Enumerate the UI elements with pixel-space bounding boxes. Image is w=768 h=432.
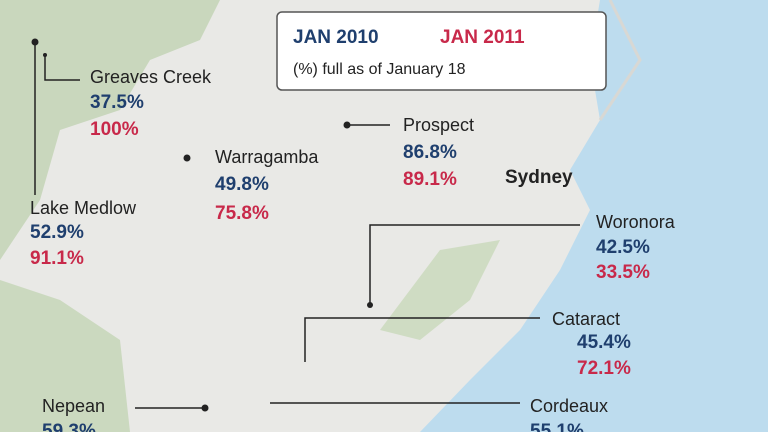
dam-name: Prospect bbox=[403, 115, 474, 135]
leader bbox=[369, 224, 580, 305]
dam-2010: 59.3% bbox=[42, 421, 96, 432]
sea bbox=[420, 0, 768, 432]
dam-2010: 42.5% bbox=[596, 237, 650, 258]
dam-name: Nepean bbox=[42, 396, 105, 416]
dam-2010: 45.4% bbox=[577, 332, 631, 353]
dam-name: Cordeaux bbox=[530, 396, 608, 416]
dam-2010: 55.1% bbox=[530, 421, 584, 432]
dam-name: Woronora bbox=[596, 212, 676, 232]
dot bbox=[367, 302, 373, 308]
dam-name: Greaves Creek bbox=[90, 67, 212, 87]
park bbox=[0, 0, 220, 260]
legend-subtitle: (%) full as of January 18 bbox=[293, 61, 466, 78]
legend-2010: JAN 2010 bbox=[293, 27, 379, 48]
park bbox=[380, 240, 500, 340]
dam-name: Cataract bbox=[552, 309, 620, 329]
city-label: Sydney bbox=[505, 167, 573, 188]
coast bbox=[598, 0, 642, 121]
dot bbox=[43, 53, 47, 57]
dam-2010: 52.9% bbox=[30, 222, 84, 243]
dam-2011: 100% bbox=[90, 119, 139, 140]
dam-name: Warragamba bbox=[215, 147, 319, 167]
leader bbox=[44, 55, 80, 81]
dot bbox=[183, 154, 191, 162]
leader bbox=[304, 317, 540, 362]
legend-2011: JAN 2011 bbox=[440, 27, 525, 48]
dam-2011: 89.1% bbox=[403, 169, 457, 190]
dam-2011: 72.1% bbox=[577, 358, 631, 379]
dam-name: Lake Medlow bbox=[30, 198, 137, 218]
dam-2011: 91.1% bbox=[30, 248, 84, 269]
dam-2010: 37.5% bbox=[90, 92, 144, 113]
dam-2011: 75.8% bbox=[215, 203, 269, 224]
legend-box bbox=[276, 11, 607, 91]
dam-2011: 33.5% bbox=[596, 262, 650, 283]
dam-2010: 86.8% bbox=[403, 142, 457, 163]
dam-2010: 49.8% bbox=[215, 174, 269, 195]
dam-labels: Greaves Creek 37.5% 100% Warragamba 49.8… bbox=[30, 67, 676, 432]
park bbox=[0, 280, 130, 432]
dot bbox=[201, 404, 209, 412]
